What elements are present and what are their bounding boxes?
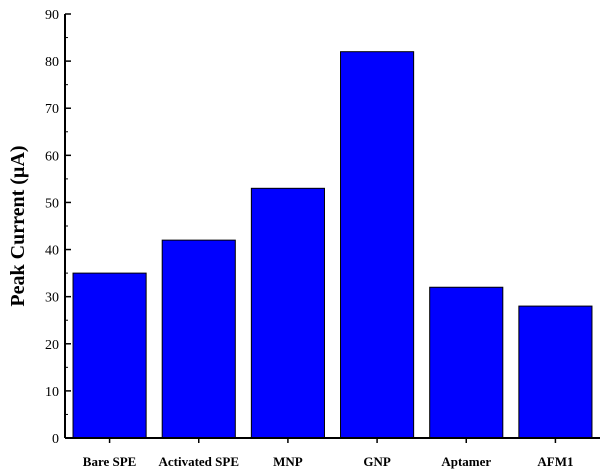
- y-tick-label: 90: [45, 8, 59, 23]
- y-tick-label: 0: [52, 432, 59, 447]
- x-tick-label: Activated SPE: [158, 454, 239, 469]
- y-tick-label: 70: [45, 102, 59, 117]
- y-axis-ticks: 0 10 20 30 40 50 60 70 80 90: [45, 8, 71, 447]
- y-tick-label: 10: [45, 385, 59, 400]
- bar-afm1: [518, 305, 593, 439]
- bars-group: [72, 51, 593, 439]
- y-tick-label: 40: [45, 244, 59, 259]
- bar-gnp: [340, 51, 415, 439]
- bar-bare-spe: [72, 272, 147, 439]
- y-tick-label: 80: [45, 55, 59, 70]
- x-tick-label: Bare SPE: [83, 454, 137, 469]
- x-tick-label: MNP: [273, 454, 303, 469]
- x-tick-label: GNP: [363, 454, 391, 469]
- y-axis-label: Peak Current (µA): [7, 145, 29, 306]
- bar-mnp: [250, 187, 325, 439]
- x-axis-ticks: Bare SPE Activated SPE MNP GNP Aptamer AFM1: [83, 438, 573, 469]
- y-tick-label: 20: [45, 338, 59, 353]
- y-tick-label: 50: [45, 196, 59, 211]
- y-tick-label: 60: [45, 149, 59, 164]
- x-tick-label: Aptamer: [441, 454, 491, 469]
- bar-aptamer: [429, 286, 504, 439]
- y-tick-label: 30: [45, 291, 59, 306]
- x-tick-label: AFM1: [537, 454, 573, 469]
- bar-activated-spe: [161, 239, 236, 439]
